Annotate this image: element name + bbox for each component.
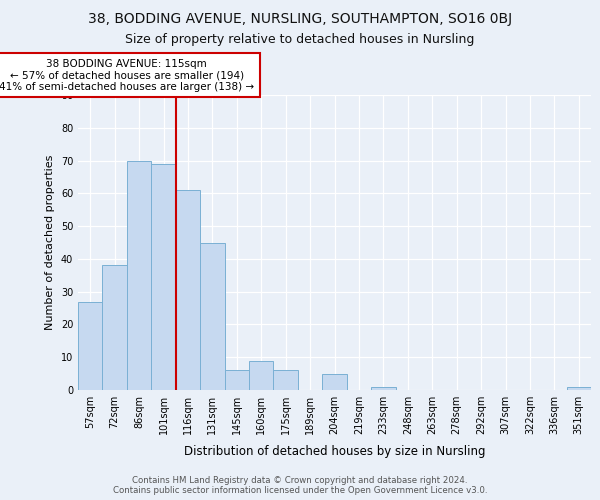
Text: 38, BODDING AVENUE, NURSLING, SOUTHAMPTON, SO16 0BJ: 38, BODDING AVENUE, NURSLING, SOUTHAMPTO… bbox=[88, 12, 512, 26]
Bar bbox=[103, 266, 127, 390]
Bar bbox=[322, 374, 347, 390]
Bar bbox=[371, 386, 395, 390]
Bar bbox=[78, 302, 103, 390]
Y-axis label: Number of detached properties: Number of detached properties bbox=[45, 155, 55, 330]
Text: Contains HM Land Registry data © Crown copyright and database right 2024.
Contai: Contains HM Land Registry data © Crown c… bbox=[113, 476, 487, 495]
Bar bbox=[566, 386, 591, 390]
Bar bbox=[249, 360, 274, 390]
Bar bbox=[224, 370, 249, 390]
Bar bbox=[274, 370, 298, 390]
Bar bbox=[176, 190, 200, 390]
Text: Size of property relative to detached houses in Nursling: Size of property relative to detached ho… bbox=[125, 32, 475, 46]
X-axis label: Distribution of detached houses by size in Nursling: Distribution of detached houses by size … bbox=[184, 446, 485, 458]
Bar bbox=[127, 160, 151, 390]
Bar bbox=[151, 164, 176, 390]
Text: 38 BODDING AVENUE: 115sqm
← 57% of detached houses are smaller (194)
41% of semi: 38 BODDING AVENUE: 115sqm ← 57% of detac… bbox=[0, 58, 254, 92]
Bar bbox=[200, 242, 224, 390]
